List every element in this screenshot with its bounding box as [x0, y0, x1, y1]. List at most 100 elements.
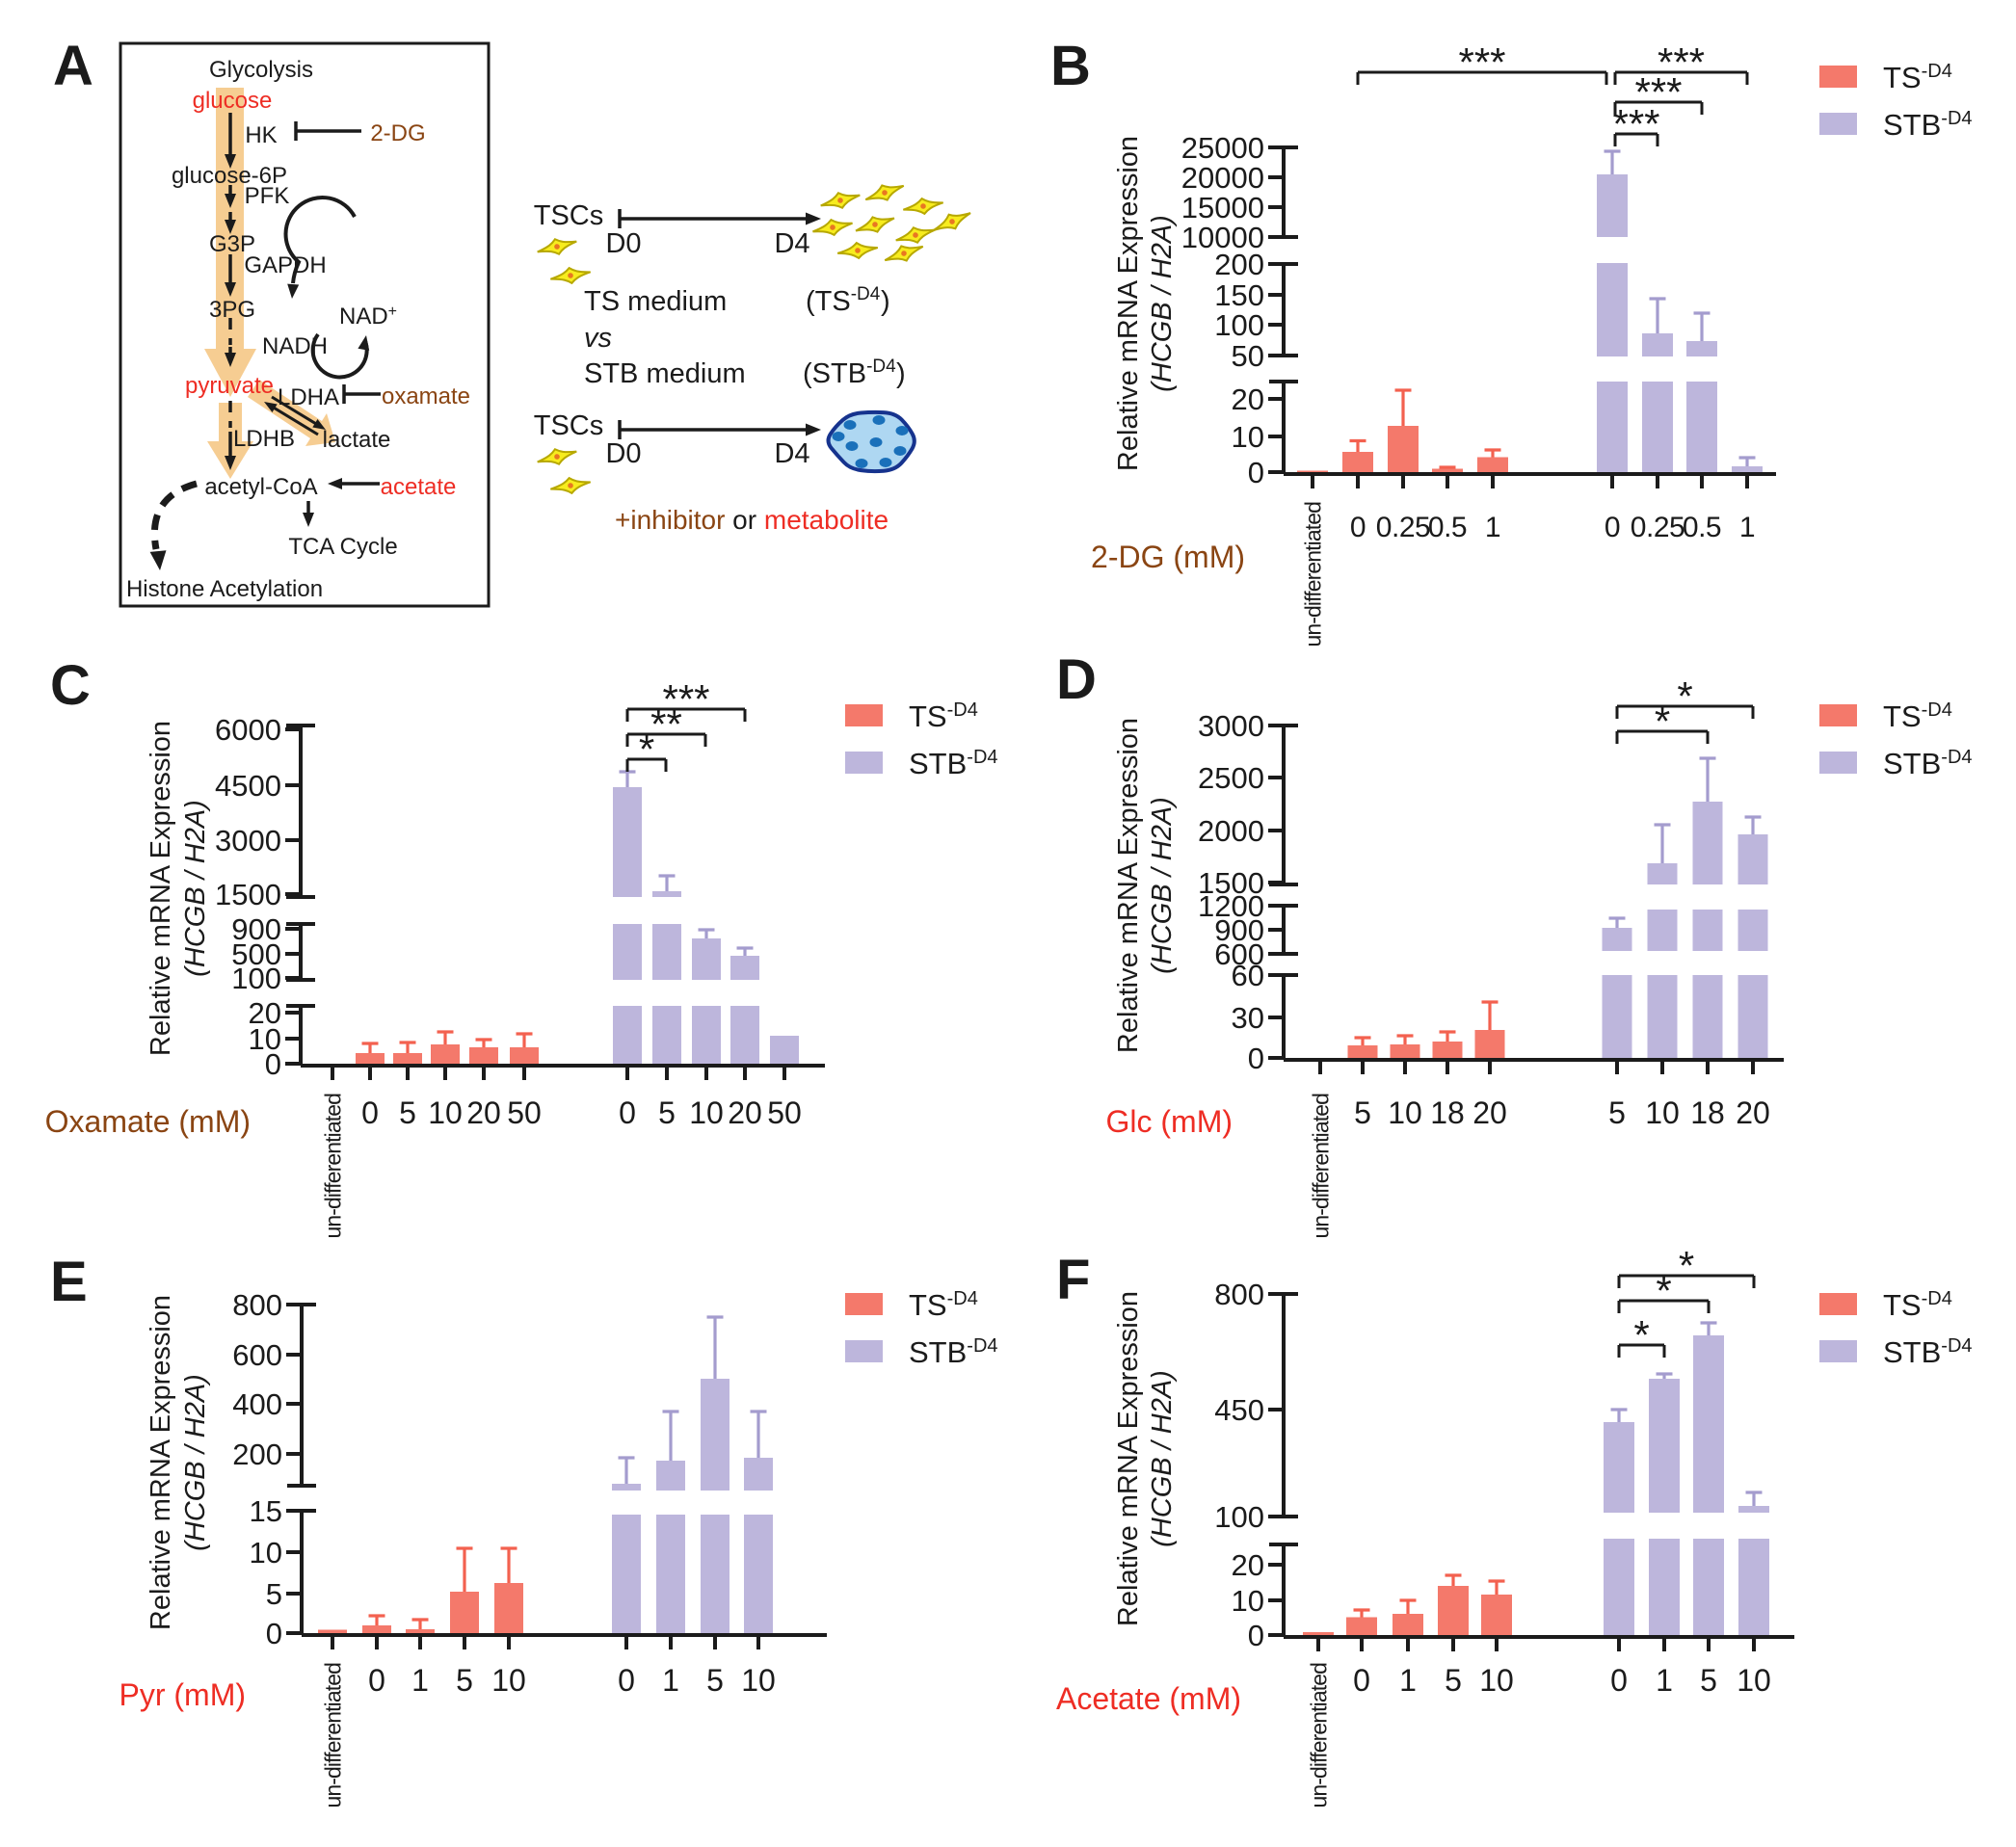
svg-text:G3P: G3P	[209, 231, 255, 257]
svg-text:0: 0	[1353, 1663, 1370, 1698]
svg-text:600: 600	[1214, 937, 1264, 971]
svg-text:F: F	[1056, 1249, 1090, 1311]
svg-text:*: *	[1679, 1243, 1694, 1288]
svg-text:100: 100	[1214, 1500, 1264, 1534]
svg-text:0: 0	[1610, 1663, 1628, 1698]
svg-text:D: D	[1056, 648, 1097, 711]
svg-text:): )	[896, 358, 906, 389]
svg-text:800: 800	[232, 1288, 282, 1322]
svg-text:*: *	[1656, 1268, 1671, 1313]
svg-text:4500: 4500	[215, 769, 281, 803]
svg-text:18: 18	[1430, 1095, 1465, 1130]
svg-text:20: 20	[1232, 1548, 1264, 1582]
svg-text:***: ***	[1458, 40, 1505, 85]
svg-text:50: 50	[1232, 339, 1264, 373]
svg-text:1500: 1500	[215, 878, 281, 911]
svg-text:1500: 1500	[1198, 866, 1264, 900]
svg-text:20: 20	[1232, 383, 1264, 416]
svg-text:1: 1	[1656, 1663, 1673, 1698]
svg-text:100: 100	[1214, 308, 1264, 342]
svg-text:2-DG: 2-DG	[370, 120, 425, 146]
svg-text:20: 20	[1472, 1095, 1507, 1130]
svg-text:1200: 1200	[1198, 889, 1264, 923]
svg-text:(HCGB / H2A): (HCGB / H2A)	[1147, 797, 1178, 974]
svg-text:10: 10	[1645, 1095, 1680, 1130]
svg-text:STB-D4: STB-D4	[1883, 747, 1973, 780]
svg-text:500: 500	[231, 937, 281, 971]
svg-text:20: 20	[728, 1095, 762, 1130]
svg-text:30: 30	[1232, 1001, 1264, 1035]
svg-text:450: 450	[1214, 1393, 1264, 1427]
svg-text:acetate: acetate	[381, 474, 457, 500]
svg-text:(HCGB / H2A): (HCGB / H2A)	[1147, 1370, 1178, 1547]
svg-text:20: 20	[466, 1095, 501, 1130]
svg-text:10: 10	[428, 1095, 463, 1130]
svg-text:LDHB: LDHB	[233, 426, 295, 452]
svg-text:0: 0	[1605, 512, 1620, 543]
svg-text:vs: vs	[584, 323, 612, 354]
svg-text:10: 10	[741, 1663, 776, 1698]
svg-text:100: 100	[231, 962, 281, 995]
svg-text:0: 0	[1248, 1042, 1264, 1075]
svg-text:oxamate: oxamate	[382, 383, 470, 409]
svg-text:0.25: 0.25	[1376, 512, 1430, 543]
svg-text:10: 10	[491, 1663, 526, 1698]
svg-text:10000: 10000	[1181, 221, 1264, 254]
svg-text:STB medium: STB medium	[584, 358, 746, 389]
svg-text:0: 0	[619, 1095, 636, 1130]
svg-text:10: 10	[249, 1022, 281, 1056]
svg-text:200: 200	[1214, 248, 1264, 281]
svg-text:TS-D4: TS-D4	[1883, 61, 1952, 94]
svg-text:HK: HK	[245, 122, 277, 148]
svg-text:Oxamate (mM): Oxamate (mM)	[45, 1104, 251, 1139]
svg-text:2000: 2000	[1198, 814, 1264, 848]
svg-text:600: 600	[232, 1338, 282, 1372]
svg-text:1: 1	[411, 1663, 429, 1698]
svg-text:5: 5	[399, 1095, 416, 1130]
svg-text:50: 50	[767, 1095, 802, 1130]
svg-text:2-DG (mM): 2-DG (mM)	[1091, 540, 1245, 574]
svg-text:20: 20	[249, 996, 281, 1030]
svg-text:5: 5	[1608, 1095, 1626, 1130]
svg-text:10: 10	[1479, 1663, 1514, 1698]
svg-text:D4: D4	[774, 438, 809, 469]
svg-text:Glycolysis: Glycolysis	[209, 57, 313, 83]
svg-text:NAD+: NAD+	[339, 303, 397, 330]
svg-text:5: 5	[456, 1663, 473, 1698]
svg-text:900: 900	[1214, 913, 1264, 947]
svg-text:*: *	[1633, 1312, 1649, 1358]
svg-text:0: 0	[266, 1617, 282, 1650]
svg-text:Glc (mM): Glc (mM)	[1105, 1104, 1233, 1139]
svg-text:900: 900	[231, 912, 281, 946]
svg-text:15: 15	[250, 1494, 282, 1528]
svg-text:+inhibitor or metabolite: +inhibitor or metabolite	[615, 505, 889, 535]
svg-text:1: 1	[1399, 1663, 1417, 1698]
svg-text:***: ***	[662, 676, 709, 722]
svg-text:TCA Cycle: TCA Cycle	[288, 534, 397, 560]
svg-text:200: 200	[232, 1438, 282, 1471]
svg-text:B: B	[1050, 35, 1091, 97]
svg-text:E: E	[50, 1251, 88, 1313]
svg-text:10: 10	[250, 1536, 282, 1570]
svg-text:400: 400	[232, 1387, 282, 1421]
svg-text:0.5: 0.5	[1683, 512, 1721, 543]
svg-text:C: C	[50, 654, 91, 717]
svg-text:18: 18	[1690, 1095, 1725, 1130]
svg-text:150: 150	[1214, 278, 1264, 312]
svg-text:Relative mRNA Expression: Relative mRNA Expression	[1113, 718, 1144, 1053]
svg-text:5: 5	[1445, 1663, 1462, 1698]
svg-text:0: 0	[368, 1663, 385, 1698]
svg-text:5: 5	[706, 1663, 724, 1698]
svg-text:Relative mRNA Expression: Relative mRNA Expression	[146, 721, 176, 1056]
svg-text:lactate: lactate	[323, 427, 391, 453]
svg-text:*: *	[1677, 673, 1692, 719]
svg-text:GAPDH: GAPDH	[244, 252, 326, 278]
svg-text:NADH: NADH	[262, 333, 328, 359]
svg-text:Acetate (mM): Acetate (mM)	[1056, 1681, 1241, 1716]
svg-text:10: 10	[689, 1095, 724, 1130]
svg-text:TSCs: TSCs	[534, 200, 604, 231]
svg-text:1: 1	[1485, 512, 1500, 543]
svg-text:**: **	[650, 701, 682, 747]
svg-text:3000: 3000	[1198, 709, 1264, 743]
svg-text:un-differentiated: un-differentiated	[1309, 1094, 1334, 1239]
